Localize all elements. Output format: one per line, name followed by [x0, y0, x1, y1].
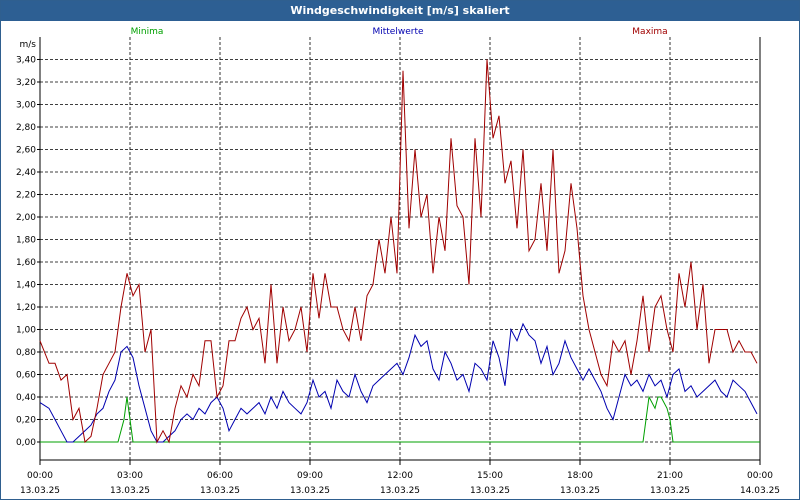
x-tick-time: 06:00	[207, 471, 233, 481]
x-tick-time: 21:00	[657, 471, 683, 481]
y-tick-label: 0,80	[16, 348, 36, 358]
window-title: Windgeschwindigkeit [m/s] skaliert	[1, 1, 799, 21]
x-tick-date: 13.03.25	[650, 486, 690, 496]
y-tick-label: 3,40	[16, 56, 36, 66]
x-tick-time: 18:00	[567, 471, 593, 481]
legend-mittelwerte: Mittelwerte	[372, 27, 423, 37]
x-tick-date: 13.03.25	[290, 486, 330, 496]
series-line-maxima	[39, 59, 758, 444]
x-tick-date: 14.03.25	[740, 486, 780, 496]
x-tick-date: 13.03.25	[200, 486, 240, 496]
y-tick-label: 1,40	[16, 281, 36, 291]
y-tick-label: 0,00	[16, 438, 36, 448]
x-tick-date: 13.03.25	[110, 486, 150, 496]
y-tick-label: 2,60	[16, 146, 36, 156]
y-tick-label: 0,60	[16, 371, 36, 381]
x-tick-time: 00:00	[27, 471, 53, 481]
y-tick-label: 2,20	[16, 191, 36, 201]
x-tick-time: 03:00	[117, 471, 143, 481]
series-line-minima	[40, 395, 760, 443]
y-tick-label: 3,00	[16, 101, 36, 111]
x-tick-time: 09:00	[297, 471, 323, 481]
y-axis: m/s 0,00 0,20 0,40 0,60 0,80 1,00 1,20 1,40 1,60 1…	[16, 40, 40, 448]
chart-series	[39, 59, 760, 444]
y-tick-label: 0,40	[16, 393, 36, 403]
x-tick-date: 13.03.25	[470, 486, 510, 496]
x-tick-date: 13.03.25	[20, 486, 60, 496]
chart-grid	[40, 37, 760, 460]
y-axis-unit: m/s	[20, 40, 37, 50]
x-tick-time: 12:00	[387, 471, 413, 481]
y-tick-label: 2,40	[16, 168, 36, 178]
y-tick-label: 1,80	[16, 236, 36, 246]
x-tick-time: 15:00	[477, 471, 503, 481]
y-tick-label: 0,20	[16, 416, 36, 426]
y-tick-label: 2,80	[16, 123, 36, 133]
chart-legend: Minima Mittelwerte Maxima	[131, 27, 668, 37]
y-tick-label: 1,00	[16, 326, 36, 336]
y-tick-label: 3,20	[16, 78, 36, 88]
series-line-mittelwerte	[39, 322, 758, 443]
y-tick-label: 2,00	[16, 213, 36, 223]
legend-minima: Minima	[131, 27, 164, 37]
x-tick-time: 00:00	[747, 471, 773, 481]
y-tick-label: 1,20	[16, 303, 36, 313]
x-tick-date: 13.03.25	[560, 486, 600, 496]
x-axis: 00:00 13.03.25 03:00 13.03.25 06:00 13.03.25 0…	[20, 460, 780, 496]
x-tick-date: 13.03.25	[380, 486, 420, 496]
y-tick-label: 1,60	[16, 258, 36, 268]
legend-maxima: Maxima	[632, 27, 667, 37]
